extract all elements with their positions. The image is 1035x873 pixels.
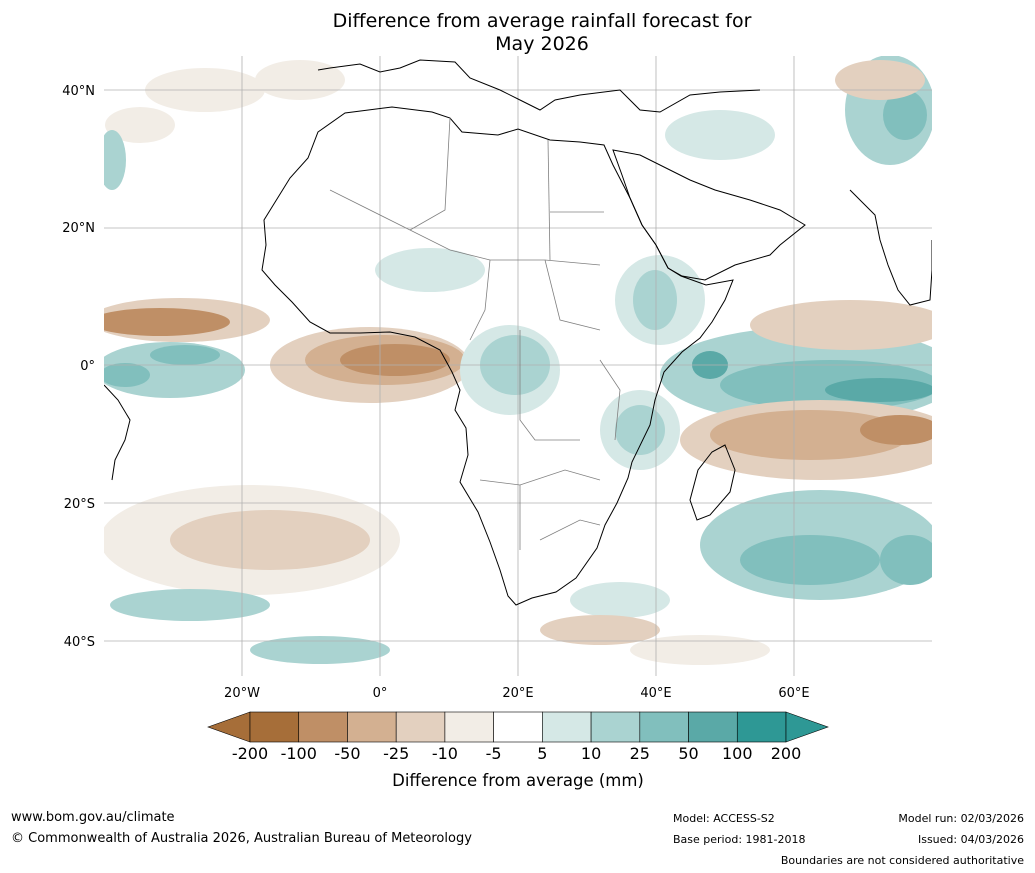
country-borders — [329, 117, 621, 550]
madagascar-coastline — [689, 444, 736, 521]
colorbar-tick-label: -25 — [383, 744, 409, 763]
footer-website[interactable]: www.bom.gov.au/climate — [11, 810, 175, 825]
colorbar-swatch — [298, 711, 348, 743]
patch-dry-azores — [105, 107, 175, 143]
europe-coastline — [317, 59, 761, 113]
footer-model: Model: ACCESS-S2 — [673, 812, 775, 825]
colorbar-tick-label: 5 — [537, 744, 547, 763]
border-s-africa — [539, 519, 601, 541]
lat-label-40s: 40°S — [64, 635, 95, 650]
lon-label-60e: 60°E — [778, 686, 809, 701]
patch-wet-eq-atl-core — [150, 345, 220, 365]
patch-wet-w-edge — [104, 130, 126, 190]
colorbar-tick-label: 100 — [722, 744, 753, 763]
lon-label-20e: 20°E — [502, 686, 533, 701]
border-tanzania — [599, 359, 621, 441]
colorbar-swatch — [444, 711, 494, 743]
colorbar-swatch — [493, 711, 543, 743]
lon-label-0: 0° — [373, 686, 388, 701]
footer-model-run: Model run: 02/03/2026 — [898, 812, 1024, 825]
lat-label-eq: 0° — [80, 359, 95, 374]
patch-dry-s-io-mid — [710, 410, 910, 460]
lon-label-20w: 20°W — [224, 686, 260, 701]
patch-wet-central-asia-core — [883, 90, 927, 140]
footer-issued: Issued: 04/03/2026 — [917, 833, 1024, 846]
colorbar-tick-label: -50 — [334, 744, 360, 763]
patch-dry-caspian — [835, 60, 925, 100]
patch-wet-e-africa — [615, 405, 665, 455]
patch-wet-s-atl — [110, 589, 270, 621]
s-america-coastline — [104, 384, 131, 481]
footer-base-period: Base period: 1981-2018 — [673, 833, 806, 846]
border-algeria — [409, 117, 451, 231]
patch-dry-arabian-sea — [750, 300, 932, 350]
title-line-2: May 2026 — [495, 33, 589, 55]
colorbar-swatch — [347, 711, 397, 743]
colorbar-swatch — [736, 711, 787, 743]
border-sudan — [544, 259, 601, 331]
patch-dry-guinea-core — [340, 344, 450, 376]
colorbar-swatches — [249, 711, 787, 743]
india-coastline — [849, 189, 932, 306]
colorbar-tick-label: 25 — [630, 744, 650, 763]
colorbar-swatch — [395, 711, 446, 743]
patch-wet-eq-atl-w — [104, 363, 150, 387]
africa-coastline — [261, 106, 734, 606]
colorbar-end-low — [207, 711, 251, 743]
colorbar-tick-label: -5 — [486, 744, 502, 763]
border-congo — [519, 330, 580, 441]
patch-wet-s-io-core — [740, 535, 880, 585]
footer-disclaimer: Boundaries are not considered authoritat… — [780, 854, 1024, 867]
anomaly-shading — [104, 56, 932, 665]
colorbar-tick-label: -200 — [232, 744, 268, 763]
graticule — [104, 56, 932, 676]
patch-dry-iberia-w — [255, 60, 345, 100]
patch-dry-s-io-core — [860, 415, 932, 445]
patch-wet-agulhas — [570, 582, 670, 618]
border-sahara — [329, 189, 601, 266]
lon-label-40e: 40°E — [640, 686, 671, 701]
patch-wet-ethiopia — [633, 270, 677, 330]
colorbar-tick-label: 200 — [771, 744, 802, 763]
title-line-1: Difference from average rainfall forecas… — [332, 10, 752, 32]
patch-dry-s-ocean-2 — [630, 635, 770, 665]
lat-label-40n: 40°N — [62, 84, 95, 99]
colorbar-swatch — [688, 711, 738, 743]
patch-wet-s-io-e — [880, 535, 932, 585]
border-niger-chad — [469, 259, 491, 341]
lat-label-20n: 20°N — [62, 221, 95, 236]
colorbar-label: Difference from average (mm) — [392, 771, 644, 790]
border-angola-namibia — [479, 469, 601, 486]
patch-wet-io-core — [825, 378, 932, 402]
colorbar-tick-label: 50 — [678, 744, 698, 763]
colorbar-swatch — [590, 711, 641, 743]
colorbar-ticks: -200 -100 -50 -25 -10 -5 5 10 25 50 100 200 — [232, 744, 801, 763]
patch-dry-s-ocean — [540, 615, 660, 645]
colorbar-tick-label: -10 — [432, 744, 458, 763]
colorbar-swatch — [249, 711, 300, 743]
border-libya-egypt — [547, 139, 551, 261]
arabia-coastline — [612, 149, 806, 281]
patch-dry-s-atl — [170, 510, 370, 570]
colorbar-swatch — [542, 711, 592, 743]
patch-wet-arabia-n — [665, 110, 775, 160]
colorbar-tick-label: 10 — [581, 744, 601, 763]
colorbar-tick-label: -100 — [281, 744, 317, 763]
patch-wet-s-atl-2 — [250, 636, 390, 664]
lat-label-20s: 20°S — [64, 497, 95, 512]
coastlines — [104, 59, 932, 606]
colorbar-end-high — [785, 711, 829, 743]
chart-title: Difference from average rainfall forecas… — [242, 10, 842, 56]
patch-dry-atl — [104, 308, 230, 336]
colorbar-swatch — [639, 711, 689, 743]
footer-copyright: © Commonwealth of Australia 2026, Austra… — [11, 831, 472, 846]
colorbar: -200 -100 -50 -25 -10 -5 5 10 25 50 100 200 Differe… — [207, 711, 829, 790]
patch-wet-sahel — [375, 248, 485, 292]
